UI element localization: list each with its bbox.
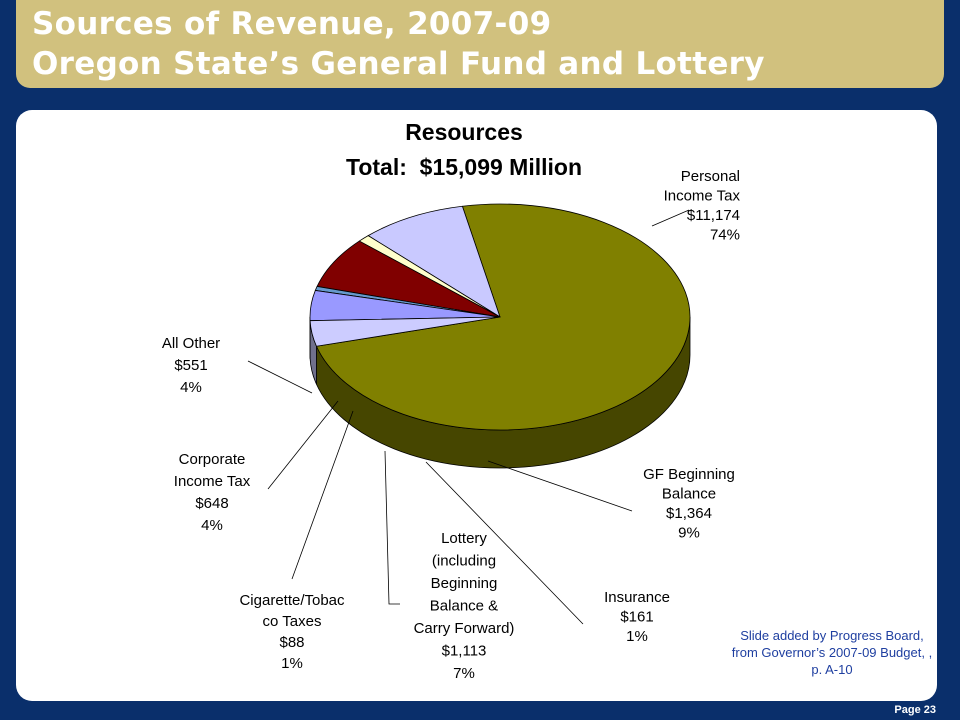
slide-title-banner: Sources of Revenue, 2007-09 Oregon State… [16,0,944,88]
leader-line-gf-beginning-balance [487,460,633,512]
label-line-cigarette-tobacco-taxes: Cigarette/Tobac [239,592,345,609]
leader-line-cigarette-tobacco-taxes [291,410,354,580]
leader-line-lottery [384,450,400,605]
label-line-lottery: $1,113 [442,643,487,660]
slide-title-line-1: Sources of Revenue, 2007-09 [32,6,552,42]
label-line-personal-income-tax: $11,174 [687,207,740,224]
label-insurance: Insurance $161 1% [425,461,670,645]
pie-chart-area: Resources Total: $15,099 Million Persona… [148,111,768,697]
label-line-lottery: 7% [453,665,475,682]
label-line-lottery: Lottery [441,530,487,547]
pie-chart: Resources Total: $15,099 Million Persona… [162,119,741,682]
source-footnote: Slide added by Progress Board, from Gove… [731,628,933,677]
label-line-corporate-income-tax: Income Tax [174,473,251,490]
label-personal-income-tax: Personal Income Tax $11,174 74% [651,168,741,244]
label-line-gf-beginning-balance: 9% [678,525,700,542]
label-line-gf-beginning-balance: $1,364 [666,505,712,522]
chart-title: Resources [405,119,523,145]
label-line-gf-beginning-balance: Balance [662,486,716,503]
pie-slice-all-other [309,316,501,347]
label-line-personal-income-tax: Income Tax [664,188,741,205]
label-lottery: Lottery (including Beginning Balance & Carry… [384,450,515,682]
pie-slices [309,203,691,469]
label-corporate-income-tax: Corporate Income Tax $648 4% [174,400,339,534]
label-line-cigarette-tobacco-taxes: 1% [281,655,303,672]
label-line-cigarette-tobacco-taxes: co Taxes [263,613,322,630]
label-all-other: All Other $551 4% [162,335,313,396]
label-line-all-other: All Other [162,335,220,352]
label-line-lottery: Carry Forward) [414,620,515,637]
leader-line-insurance [425,461,584,625]
label-line-cigarette-tobacco-taxes: $88 [279,634,304,651]
label-line-gf-beginning-balance: GF Beginning [643,466,735,483]
label-gf-beginning-balance: GF Beginning Balance $1,364 9% [487,460,735,542]
leader-line-all-other [247,360,313,394]
slide-title-line-2: Oregon State’s General Fund and Lottery [32,46,765,82]
chart-subtitle: Total: $15,099 Million [346,154,582,180]
label-line-lottery: Balance & [430,598,498,615]
pie-slice-personal-income-tax [316,203,691,431]
leader-line-personal-income-tax [651,209,690,227]
slice-labels: Personal Income Tax $11,174 74% GF Beginning… [162,168,741,682]
label-line-corporate-income-tax: Corporate [179,451,246,468]
leader-line-corporate-income-tax [267,400,339,490]
label-cigarette-tobacco-taxes: Cigarette/Tobac co Taxes $88 1% [239,410,354,672]
pie-slice-gf-beginning-balance [367,205,501,318]
label-line-insurance: $161 [620,609,653,626]
label-line-personal-income-tax: 74% [710,227,740,244]
label-line-insurance: 1% [626,628,648,645]
label-line-corporate-income-tax: 4% [201,517,223,534]
label-line-personal-income-tax: Personal [681,168,740,185]
label-line-insurance: Insurance [604,589,670,606]
label-line-lottery: Beginning [431,575,498,592]
label-line-all-other: $551 [174,357,207,374]
label-line-all-other: 4% [180,379,202,396]
label-line-corporate-income-tax: $648 [195,495,228,512]
page-number: Page 23 [894,704,936,716]
label-line-lottery: (including [432,553,496,570]
